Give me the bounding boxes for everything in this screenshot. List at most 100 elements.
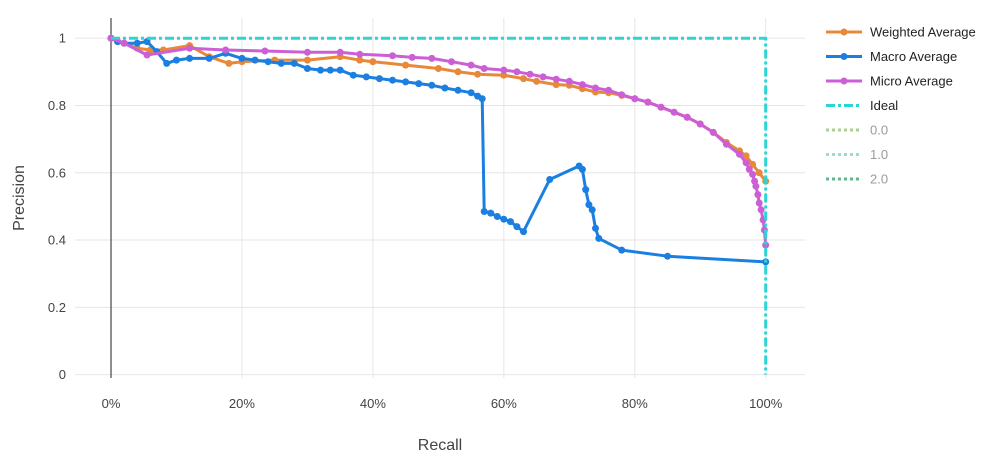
data-point	[752, 182, 760, 190]
axes: 0% 20% 40% 60% 80% 100% 0 0.2 0.4 0.6 0.8 1	[48, 18, 783, 411]
data-point	[428, 81, 436, 89]
legend: Weighted Average Macro Average Micro Avera…	[826, 25, 976, 187]
data-point	[143, 38, 151, 46]
legend-label: 2.0	[870, 172, 888, 187]
grid-lines	[75, 18, 805, 378]
data-point	[454, 68, 462, 76]
y-axis-title: Precision	[11, 165, 28, 231]
data-point	[467, 89, 475, 97]
data-point	[402, 61, 410, 69]
data-point	[506, 218, 514, 226]
data-point	[565, 77, 573, 85]
data-point	[493, 213, 501, 220]
data-point	[222, 46, 230, 54]
legend-label: Macro Average	[870, 49, 957, 64]
data-point	[749, 160, 757, 168]
x-tick-label: 80%	[622, 396, 648, 411]
legend-label: 1.0	[870, 147, 888, 162]
data-point	[582, 186, 590, 194]
data-point	[592, 84, 599, 92]
x-axis-title: Recall	[418, 437, 462, 454]
data-point	[618, 91, 626, 99]
data-point	[402, 78, 410, 86]
legend-label: Micro Average	[870, 74, 953, 89]
data-point	[474, 70, 482, 78]
data-point	[290, 59, 298, 67]
legend-label: 0.0	[870, 123, 888, 138]
data-point	[657, 103, 665, 111]
data-point	[742, 152, 750, 160]
series-layer	[107, 34, 770, 375]
data-point	[205, 54, 213, 62]
data-point	[369, 58, 377, 66]
data-point	[362, 73, 370, 81]
legend-item[interactable]: Weighted Average	[826, 25, 976, 40]
data-point	[356, 56, 364, 64]
data-point	[552, 81, 560, 89]
data-point	[163, 59, 171, 67]
data-point	[670, 108, 678, 116]
y-tick-label: 0.6	[48, 165, 66, 180]
data-point	[762, 241, 770, 249]
data-point	[389, 76, 396, 84]
data-point	[238, 54, 246, 62]
data-point	[631, 95, 639, 103]
data-point	[539, 73, 547, 81]
x-tick-label: 20%	[229, 396, 255, 411]
data-point	[749, 170, 757, 178]
x-tick-label: 100%	[749, 396, 783, 411]
x-tick-label: 0%	[102, 396, 121, 411]
series-line	[111, 36, 768, 375]
data-point	[454, 86, 462, 94]
data-point	[533, 77, 541, 85]
legend-marker	[840, 77, 848, 85]
data-point	[480, 65, 488, 72]
data-point	[722, 140, 730, 148]
data-point	[261, 47, 269, 55]
data-point	[303, 65, 311, 72]
data-point	[448, 58, 455, 66]
y-tick-label: 0.2	[48, 300, 66, 315]
data-point	[755, 169, 763, 177]
legend-label: Weighted Average	[870, 25, 976, 40]
legend-item[interactable]: Ideal	[826, 98, 898, 113]
data-point	[264, 58, 272, 66]
series-macro-average	[107, 34, 770, 266]
data-point	[618, 246, 626, 254]
series-micro-average	[107, 34, 770, 249]
data-point	[303, 48, 311, 56]
data-point	[143, 51, 151, 59]
legend-item[interactable]: 2.0	[826, 172, 888, 187]
data-point	[326, 66, 334, 74]
legend-item[interactable]: 0.0	[826, 123, 888, 138]
y-tick-label: 0.8	[48, 98, 66, 113]
legend-item[interactable]: Micro Average	[826, 74, 953, 89]
data-point	[186, 44, 194, 52]
legend-item[interactable]: Macro Average	[826, 49, 957, 64]
data-point	[578, 81, 586, 89]
data-point	[277, 59, 285, 67]
data-point	[500, 66, 508, 74]
data-point	[173, 56, 180, 64]
legend-marker	[840, 53, 848, 60]
legend-item[interactable]: 1.0	[826, 147, 888, 162]
data-point	[736, 150, 743, 158]
data-point	[133, 39, 141, 47]
data-point	[336, 48, 344, 56]
data-point	[303, 56, 311, 64]
data-point	[664, 252, 671, 260]
data-point	[745, 165, 753, 173]
data-point	[389, 52, 396, 60]
data-point	[225, 59, 233, 67]
data-point	[513, 223, 521, 231]
series-ideal	[111, 36, 768, 375]
data-point	[755, 199, 763, 207]
data-point	[467, 61, 475, 69]
data-point	[408, 53, 416, 61]
data-point	[709, 128, 717, 136]
data-point	[441, 84, 449, 92]
data-point	[683, 113, 691, 121]
y-tick-label: 1	[59, 31, 66, 46]
data-point	[595, 234, 603, 242]
